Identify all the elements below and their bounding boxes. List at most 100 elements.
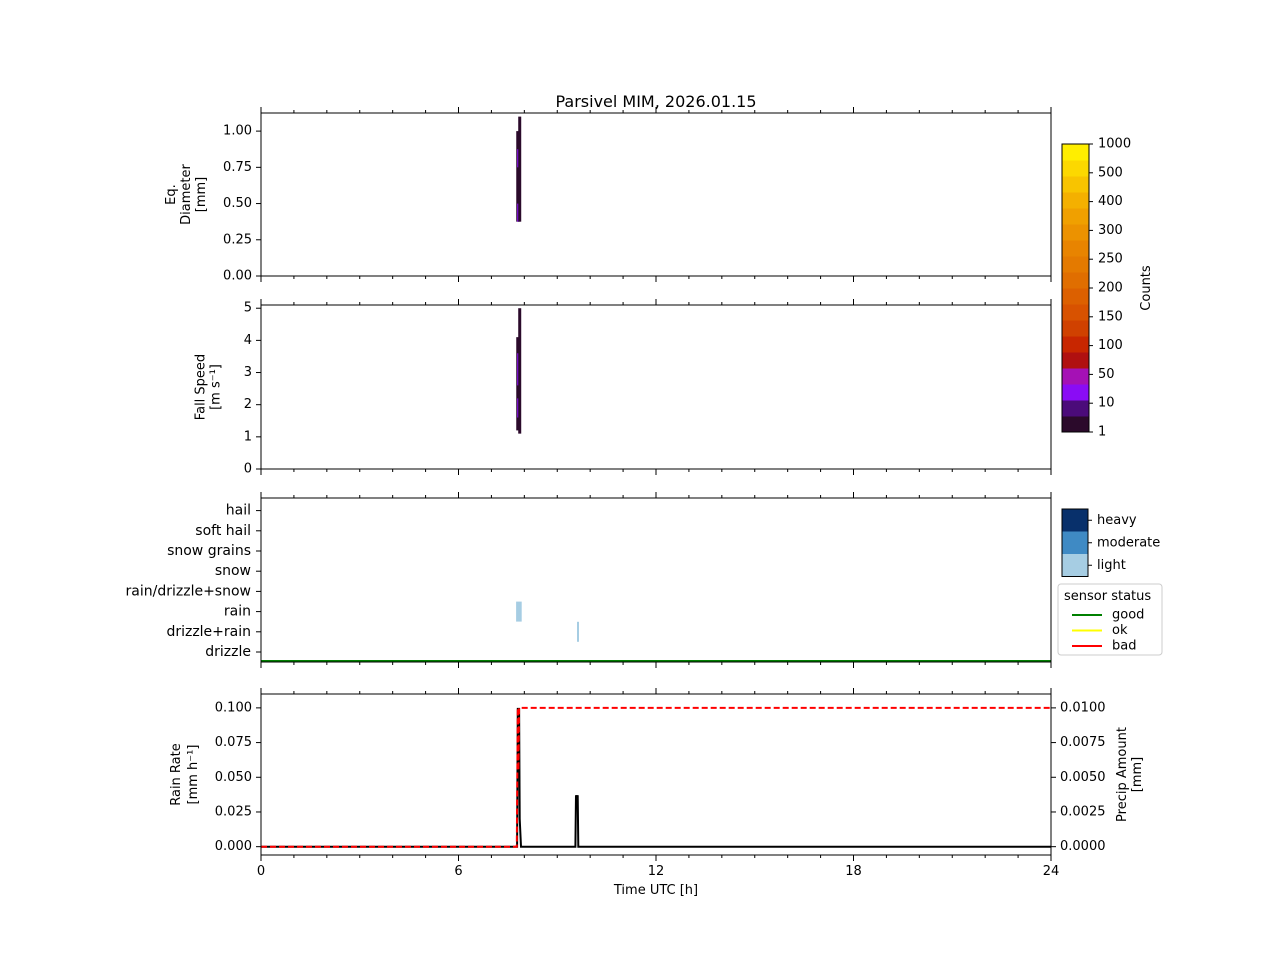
colorbar-segment [1062,320,1089,337]
colorbar-segment [1062,352,1089,369]
y-axis-label: Rain Rate [169,743,184,806]
colorbar-segment [1062,224,1089,241]
intensity-legend: heavy moderate light [1061,508,1160,577]
colorbar-segment [1062,176,1089,193]
y-tick-label: 0.25 [223,232,252,247]
precip-type-panel: drizzle drizzle+rain rain rain/drizzle+snow… [126,492,1052,668]
counts-colorbar: 1 10 50 100 150 200 250 300 400 500 1000 Counts [1061,137,1154,440]
rain-rate-panel: 0.000 0.025 0.050 0.075 0.100 0.0000 0.0025 0.0… [169,688,1145,898]
category-label: hail [226,503,251,519]
intensity-swatch [1062,509,1088,532]
colorbar-segment [1062,160,1089,177]
precip-amount-line [261,706,1051,848]
colorbar-segment [1062,400,1089,417]
y-tick-label: 0.00 [223,269,252,284]
category-label: snow grains [167,543,251,559]
intensity-frame [1061,508,1089,577]
colorbar-segment [1062,384,1089,401]
y2-axis-label: Precip Amount [1115,727,1130,822]
colorbar-tick-label: 300 [1098,223,1123,238]
y-axis-label: Diameter [179,164,194,225]
axes-frame [260,112,1052,277]
colorbar-segment [1062,208,1089,225]
y2-tick-label: 0.0075 [1060,735,1106,750]
colorbar-segment [1062,368,1089,385]
category-label: drizzle [205,644,251,660]
axes-frame [260,693,1052,856]
heatmap-cell [518,308,522,434]
x-tick-label: 0 [257,864,265,879]
intensity-swatch [1062,531,1088,554]
category-label: rain/drizzle+snow [126,583,251,599]
colorbar-tick-label: 200 [1098,281,1123,296]
x-tick-label: 24 [1043,864,1060,879]
y-axis-label: Fall Speed [194,354,209,420]
colorbar-segment [1062,192,1089,209]
intensity-label: moderate [1097,535,1160,550]
colorbar-segment [1062,256,1089,273]
category-label: rain [224,604,251,620]
y-tick-label: 2 [244,397,252,412]
y-tick-label: 0.100 [215,700,252,715]
y-tick-label: 3 [244,365,252,380]
axes-frame [260,497,1052,663]
y-tick-label: 0.000 [215,839,252,854]
y2-tick-label: 0.0050 [1060,770,1106,785]
y-axis-label: [m s⁻¹] [209,364,224,410]
x-tick-label: 18 [845,864,862,879]
colorbar-segment [1062,416,1089,433]
precip-type-event [577,621,579,642]
category-label: snow [215,563,251,579]
y-axis-label: Eq. [164,184,179,205]
colorbar-segment [1062,336,1089,353]
y-tick-label: 0.025 [215,804,252,819]
y-tick-label: 0 [244,462,252,477]
diameter-panel: 0.00 0.25 0.50 0.75 1.00 Eq. Diameter [mm] [164,107,1052,284]
axes-frame [260,304,1052,470]
colorbar-tick-label: 500 [1098,165,1123,180]
legend-label: ok [1112,623,1128,638]
colorbar-tick-label: 1000 [1098,137,1131,152]
colorbar-tick-label: 10 [1098,396,1115,411]
intensity-label: light [1097,558,1126,573]
chart-title: Parsivel MIM, 2026.01.15 [555,92,756,111]
colorbar-tick-label: 100 [1098,338,1123,353]
y-tick-label: 5 [244,301,252,316]
colorbar-segment [1062,288,1089,305]
colorbar-segment [1062,304,1089,321]
y-tick-label: 4 [244,333,252,348]
legend-title: sensor status [1064,589,1151,604]
y2-tick-label: 0.0000 [1060,839,1106,854]
y-tick-label: 0.50 [223,196,252,211]
x-axis-label: Time UTC [h] [613,883,698,898]
legend-label: good [1112,608,1144,623]
colorbar-tick-label: 1 [1098,425,1106,440]
legend-label: bad [1112,639,1136,654]
intensity-swatch [1062,554,1088,577]
x-tick-label: 6 [454,864,462,879]
colorbar-label: Counts [1139,265,1154,311]
heatmap-cell [518,116,522,222]
intensity-label: heavy [1097,513,1137,528]
y-tick-label: 0.050 [215,770,252,785]
y-tick-label: 1 [244,429,252,444]
y-tick-label: 0.75 [223,160,252,175]
colorbar-segment [1062,272,1089,289]
y2-axis-label: [mm] [1130,757,1145,792]
y-tick-label: 0.075 [215,735,252,750]
colorbar-tick-label: 150 [1098,309,1123,324]
y-axis-label: [mm h⁻¹] [186,745,201,805]
x-tick-label: 12 [648,864,665,879]
category-label: drizzle+rain [166,624,251,640]
colorbar-segment [1062,144,1089,161]
y-axis-label: [mm] [194,177,209,212]
colorbar-tick-label: 250 [1098,252,1123,267]
precip-type-event [516,601,522,622]
colorbar-tick-label: 400 [1098,194,1123,209]
colorbar-tick-label: 50 [1098,367,1115,382]
colorbar-segment [1062,240,1089,257]
legend-box [1057,583,1163,656]
fall-speed-panel: 0 1 2 3 4 5 Fall Speed [m s⁻¹] [194,299,1052,477]
